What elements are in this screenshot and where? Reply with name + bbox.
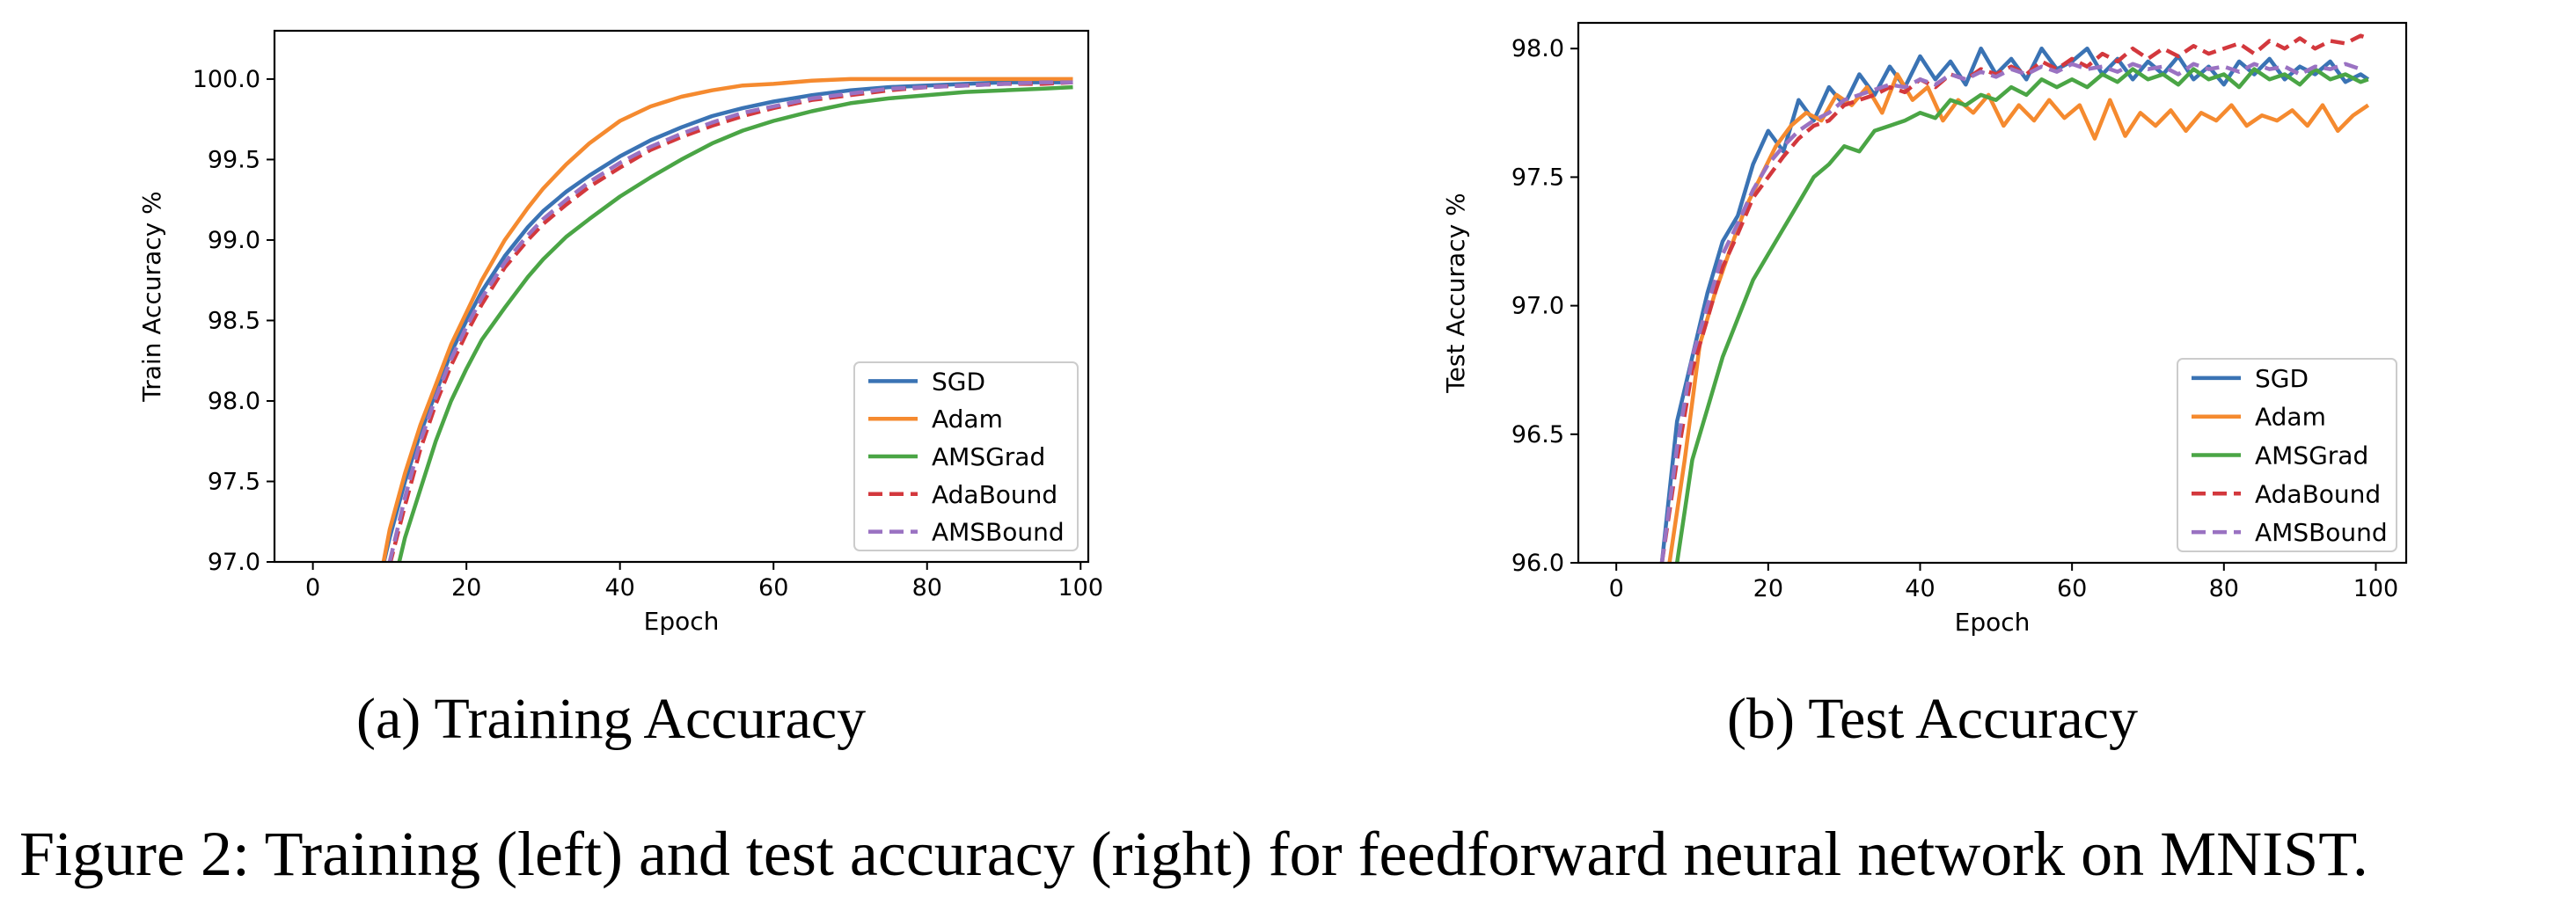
x-tick-label: 0 [305, 574, 320, 601]
y-tick-label: 97.0 [208, 549, 260, 576]
legend-label-adabound: AdaBound [932, 480, 1057, 509]
x-tick-label: 20 [451, 574, 481, 601]
y-tick-label: 96.0 [1511, 550, 1564, 577]
series-line-train-amsbound [387, 80, 1073, 562]
y-axis-label-train: Train Accuracy % [137, 191, 166, 402]
figure-caption: Figure 2: Training (left) and test accur… [19, 819, 2368, 889]
x-tick-label: 20 [1753, 575, 1783, 602]
y-tick-label: 97.5 [208, 468, 260, 495]
legend-box-train [853, 361, 1079, 551]
test-accuracy-chart: 0 20 40 60 80 100 96.0 96.5 97.0 97.5 98.0 Epoch Tes… [1441, 21, 2408, 637]
y-tick-label: 97.0 [1511, 293, 1564, 320]
legend-label-sgd: SGD [932, 367, 985, 396]
series-line-train-amsgrad [397, 84, 1073, 562]
plot-frame-train [273, 29, 1090, 564]
legend-label-amsgrad: AMSGrad [2255, 441, 2368, 470]
legend-label-amsbound: AMSBound [932, 518, 1065, 547]
series-line-test-amsgrad [1674, 67, 2369, 563]
x-tick-label: 60 [2057, 575, 2087, 602]
training-accuracy-chart: 0 20 40 60 80 100 97.0 97.5 98.0 98.5 99.0 99.5 100.… [137, 29, 1104, 636]
series-line-train-adam [381, 77, 1073, 562]
x-tick-label: 80 [912, 574, 942, 601]
y-tick-label: 98.5 [208, 307, 260, 334]
caption-test-accuracy: (b) Test Accuracy [1727, 687, 2138, 751]
legend-label-adam: Adam [2255, 403, 2326, 432]
x-tick-label: 40 [605, 574, 635, 601]
series-line-test-amsbound [1659, 62, 2361, 563]
x-axis-label-train: Epoch [644, 607, 720, 636]
legend-label-adam: Adam [932, 405, 1003, 434]
y-tick-label: 100.0 [193, 66, 260, 93]
y-tick-label: 99.0 [208, 227, 260, 254]
x-axis-label-test: Epoch [1955, 608, 2031, 637]
x-tick-label: 60 [758, 574, 788, 601]
legend-label-adabound: AdaBound [2255, 479, 2381, 508]
plot-frame-test [1577, 21, 2408, 565]
x-tick-label: 0 [1609, 575, 1624, 602]
legend-label-sgd: SGD [2255, 364, 2309, 393]
x-tick-label: 40 [1905, 575, 1935, 602]
x-tick-label: 100 [1058, 574, 1104, 601]
y-tick-label: 98.0 [208, 388, 260, 415]
x-tick-label: 100 [2353, 575, 2399, 602]
y-tick-label: 97.5 [1511, 164, 1564, 191]
legend-box-test [2177, 358, 2397, 552]
x-tick-label: 80 [2209, 575, 2239, 602]
legend-label-amsgrad: AMSGrad [932, 442, 1045, 471]
y-tick-label: 96.5 [1511, 421, 1564, 448]
legend-label-amsbound: AMSBound [2255, 518, 2388, 547]
y-tick-label: 98.0 [1511, 35, 1564, 62]
y-tick-label: 99.5 [208, 146, 260, 173]
series-line-test-adam [1667, 72, 2370, 563]
caption-training-accuracy: (a) Training Accuracy [356, 687, 867, 751]
y-axis-label-test: Test Accuracy % [1441, 193, 1470, 393]
